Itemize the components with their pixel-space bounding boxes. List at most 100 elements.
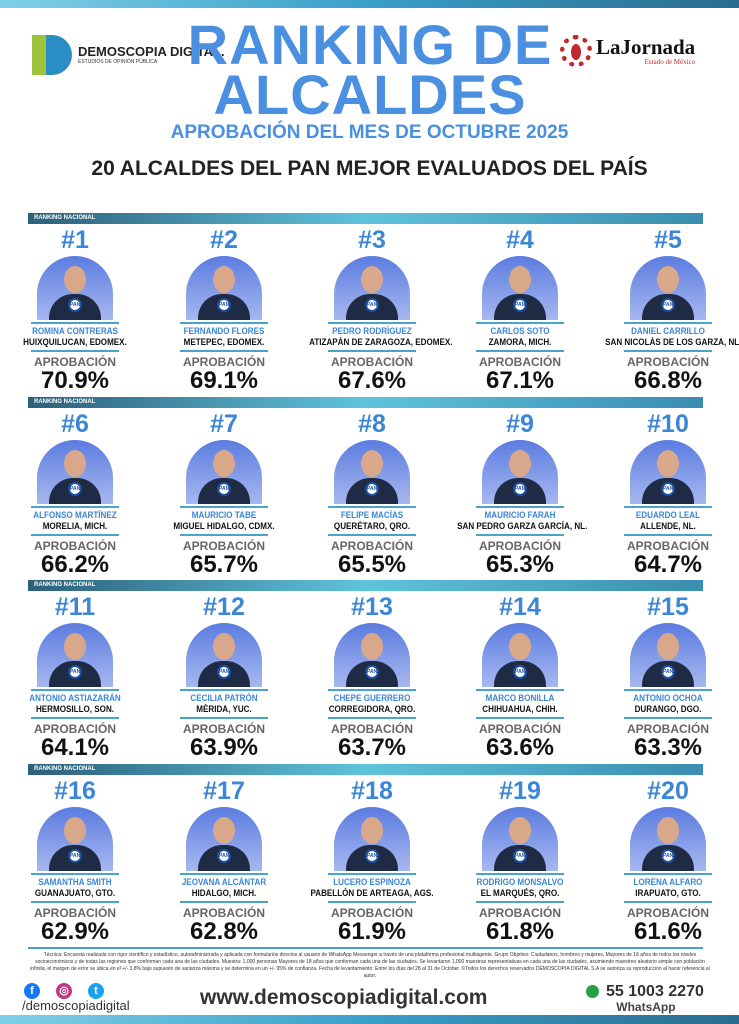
logo-name: DEMOSCOPIA DIGITAL. xyxy=(78,44,225,59)
approval-value: 63.6% xyxy=(485,734,555,761)
mayor-card: #14 PAN MARCO BONILLA CHIHUAHUA, CHIH. APROB… xyxy=(446,593,594,760)
top-accent-bar xyxy=(0,0,739,8)
mayor-name: JEOVANA ALCÁNTAR xyxy=(181,877,267,888)
facebook-icon[interactable]: f xyxy=(24,983,40,999)
rank-number: #16 xyxy=(54,777,96,805)
rank-number: #15 xyxy=(647,593,689,621)
mayor-photo: PAN xyxy=(482,256,558,320)
pan-badge-icon: PAN xyxy=(68,298,82,312)
mayor-name: LORENA ALFARO xyxy=(633,877,703,888)
divider xyxy=(328,689,416,691)
divider xyxy=(180,534,268,536)
rank-number: #8 xyxy=(358,410,386,438)
bottom-accent-bar xyxy=(0,1015,739,1024)
whatsapp-contact: 55 1003 2270 WhatsApp xyxy=(586,983,704,1014)
mayor-city: HUIXQUILUCAN, EDOMEX. xyxy=(23,337,127,348)
mayor-photo: PAN xyxy=(186,256,262,320)
approval-value: 62.9% xyxy=(40,918,110,945)
pan-badge-icon: PAN xyxy=(68,849,82,863)
approval-label: APROBACIÓN xyxy=(478,539,561,553)
mayor-city: CORREGIDORA, QRO. xyxy=(328,704,416,715)
approval-label: APROBACIÓN xyxy=(626,355,709,369)
demoscopia-digital-logo: DEMOSCOPIA DIGITAL. ESTUDIOS DE OPINIÓN … xyxy=(32,35,225,75)
mayor-photo: PAN xyxy=(334,256,410,320)
rank-number: #4 xyxy=(506,226,534,254)
divider xyxy=(328,322,416,324)
mayor-name: ANTONIO ASTIAZARÁN xyxy=(29,693,121,704)
mayor-city: METEPEC, EDOMEX. xyxy=(183,337,265,348)
mayor-card: #20 PAN LORENA ALFARO IRAPUATO, GTO. APROBAC… xyxy=(594,777,739,944)
instagram-icon[interactable]: ◎ xyxy=(56,983,72,999)
rank-number: #11 xyxy=(54,593,96,621)
mayor-photo: PAN xyxy=(186,807,262,871)
mayor-photo: PAN xyxy=(482,807,558,871)
mayor-card: #8 PAN FELIPE MACÍAS QUERÉTARO, QRO. APROBAC… xyxy=(298,410,446,577)
mayor-photo: PAN xyxy=(482,623,558,687)
approval-value: 65.3% xyxy=(485,551,555,578)
mayor-card: #12 PAN CECILIA PATRÓN MÉRIDA, YUC. APROBACI… xyxy=(150,593,298,760)
la-jornada-tagline: Estado de México xyxy=(644,57,696,66)
pan-badge-icon: PAN xyxy=(661,849,675,863)
divider xyxy=(328,873,416,875)
mayor-photo: PAN xyxy=(334,623,410,687)
mayor-photo: PAN xyxy=(37,256,113,320)
approval-value: 66.8% xyxy=(633,367,703,394)
approval-label: APROBACIÓN xyxy=(330,539,413,553)
mayor-photo: PAN xyxy=(37,623,113,687)
divider xyxy=(624,689,712,691)
pan-badge-icon: PAN xyxy=(68,665,82,679)
la-jornada-logo: LaJornada Estado de México xyxy=(560,35,695,67)
mayor-city: CHIHUAHUA, CHIH. xyxy=(482,704,558,715)
approval-label: APROBACIÓN xyxy=(182,906,265,920)
mayor-name: ALFONSO MARTÍNEZ xyxy=(33,510,117,521)
mayor-city: HIDALGO, MICH. xyxy=(191,888,257,899)
mayor-card: #15 PAN ANTONIO OCHOA DURANGO, DGO. APROBACI… xyxy=(594,593,739,760)
mayor-name: EDUARDO LEAL xyxy=(635,510,701,521)
mayor-card: #9 PAN MAURICIO FARAH SAN PEDRO GARZA GARCÍ… xyxy=(446,410,594,577)
pan-badge-icon: PAN xyxy=(513,482,527,496)
mayor-city: QUERÉTARO, QRO. xyxy=(333,521,411,532)
mayor-photo: PAN xyxy=(334,807,410,871)
divider xyxy=(180,717,268,719)
divider xyxy=(476,322,564,324)
ranking-section-bar: RANKING NACIONAL xyxy=(28,213,703,224)
approval-label: APROBACIÓN xyxy=(33,355,116,369)
mayor-card: #5 PAN DANIEL CARRILLO SAN NICOLÁS DE LOS G… xyxy=(594,226,739,393)
divider xyxy=(31,717,119,719)
approval-label: APROBACIÓN xyxy=(33,722,116,736)
mayor-photo: PAN xyxy=(186,440,262,504)
approval-value: 70.9% xyxy=(40,367,110,394)
whatsapp-icon xyxy=(586,985,599,998)
twitter-icon[interactable]: t xyxy=(88,983,104,999)
mayor-name: LUCERO ESPINOZA xyxy=(333,877,411,888)
mayor-name: RODRIGO MONSALVO xyxy=(476,877,564,888)
mayor-card: #7 PAN MAURICIO TABE MIGUEL HIDALGO, CDMX. A… xyxy=(150,410,298,577)
divider xyxy=(476,901,564,903)
mayor-photo: PAN xyxy=(37,440,113,504)
divider xyxy=(180,689,268,691)
mayor-name: CECILIA PATRÓN xyxy=(190,693,258,704)
approval-value: 63.9% xyxy=(189,734,259,761)
divider xyxy=(31,689,119,691)
divider xyxy=(476,689,564,691)
rank-number: #2 xyxy=(210,226,238,254)
divider xyxy=(31,901,119,903)
mayor-city: MORELIA, MICH. xyxy=(42,521,108,532)
social-icons: f ◎ t xyxy=(24,983,104,999)
website-link[interactable]: www.demoscopiadigital.com xyxy=(200,986,488,1009)
mayor-name: CARLOS SOTO xyxy=(490,326,550,337)
divider xyxy=(624,873,712,875)
phone-number: 55 1003 2270 xyxy=(606,983,704,1000)
la-jornada-name: LaJornada xyxy=(596,34,696,59)
approval-value: 61.6% xyxy=(633,918,703,945)
approval-label: APROBACIÓN xyxy=(478,722,561,736)
mayor-name: ROMINA CONTRERAS xyxy=(32,326,118,337)
pan-badge-icon: PAN xyxy=(661,298,675,312)
divider xyxy=(328,350,416,352)
rank-number: #1 xyxy=(61,226,89,254)
approval-label: APROBACIÓN xyxy=(182,722,265,736)
approval-value: 69.1% xyxy=(189,367,259,394)
approval-label: APROBACIÓN xyxy=(626,906,709,920)
mayor-card: #10 PAN EDUARDO LEAL ALLENDE, NL. APROBACIÓN… xyxy=(594,410,739,577)
mayor-card: #16 PAN SAMANTHA SMITH GUANAJUATO, GTO. APRO… xyxy=(1,777,149,944)
